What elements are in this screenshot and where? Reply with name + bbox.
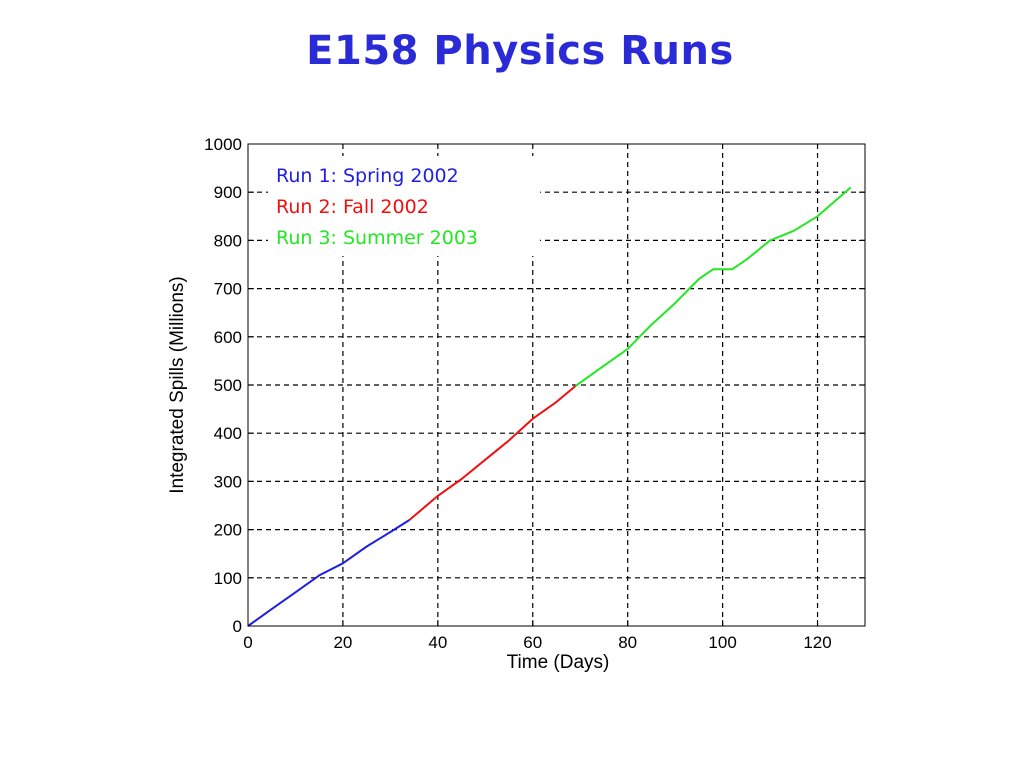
x-tick-label: 120 bbox=[803, 633, 831, 652]
legend-entry-run-2: Run 2: Fall 2002 bbox=[276, 196, 429, 218]
legend-box bbox=[268, 156, 540, 256]
y-tick-label: 700 bbox=[214, 280, 242, 299]
x-tick-label: 60 bbox=[523, 633, 542, 652]
y-tick-label: 100 bbox=[214, 569, 242, 588]
y-tick-label: 400 bbox=[214, 424, 242, 443]
y-tick-label: 900 bbox=[214, 183, 242, 202]
axis-ticks: 0 20 40 60 80 100 120 0 100 200 300 400 500 600 700 800… bbox=[204, 135, 865, 652]
y-tick-label: 500 bbox=[214, 376, 242, 395]
legend-entry-run-1: Run 1: Spring 2002 bbox=[276, 165, 459, 187]
x-tick-label: 100 bbox=[708, 633, 736, 652]
y-tick-label: 800 bbox=[214, 231, 242, 250]
x-tick-label: 40 bbox=[428, 633, 447, 652]
x-tick-label: 0 bbox=[243, 633, 252, 652]
y-axis-label: Integrated Spills (Millions) bbox=[167, 276, 188, 494]
legend-entry-run-3: Run 3: Summer 2003 bbox=[276, 227, 478, 249]
legend: Run 1: Spring 2002 Run 2: Fall 2002 Run 3:… bbox=[276, 165, 478, 249]
series-line-run-3 bbox=[574, 186, 852, 387]
y-tick-label: 600 bbox=[214, 328, 242, 347]
x-tick-label: 20 bbox=[333, 633, 352, 652]
y-tick-label: 1000 bbox=[204, 135, 242, 154]
y-tick-label: 300 bbox=[214, 472, 242, 491]
series-line-run-2 bbox=[408, 385, 577, 521]
y-tick-label: 0 bbox=[233, 617, 242, 636]
x-axis-label: Time (Days) bbox=[507, 652, 610, 673]
x-tick-label: 80 bbox=[618, 633, 637, 652]
y-tick-label: 200 bbox=[214, 521, 242, 540]
series-lines bbox=[247, 186, 852, 627]
series-line-run-1 bbox=[247, 519, 410, 627]
slide-title: E158 Physics Runs bbox=[306, 28, 734, 74]
